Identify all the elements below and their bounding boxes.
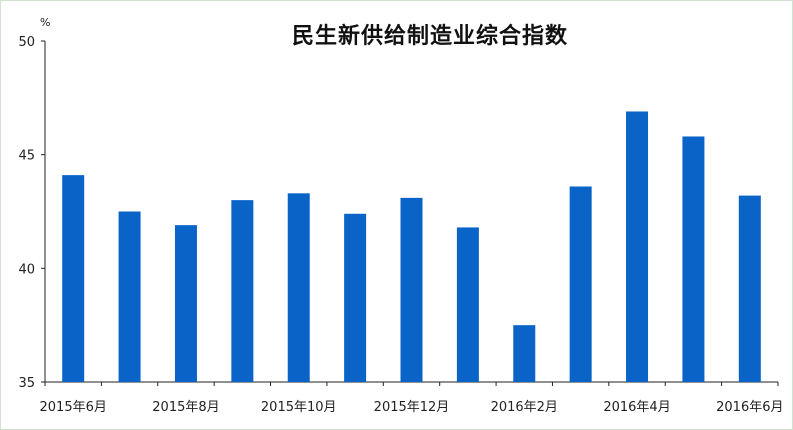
bar xyxy=(231,200,254,382)
y-axis-unit: % xyxy=(40,16,51,29)
x-tick-label: 2016年4月 xyxy=(603,400,670,415)
bar xyxy=(344,213,367,382)
bar xyxy=(513,325,536,382)
x-tick-label: 2015年8月 xyxy=(152,400,219,415)
x-tick-label: 2015年6月 xyxy=(40,400,107,415)
x-tick-label: 2015年10月 xyxy=(261,400,337,415)
bar xyxy=(62,175,85,382)
bar xyxy=(738,195,761,382)
bar xyxy=(118,211,141,382)
y-tick-label: 50 xyxy=(18,35,35,50)
x-tick-label: 2015年12月 xyxy=(374,400,450,415)
bar xyxy=(569,186,592,382)
bar xyxy=(456,227,479,382)
y-tick-label: 45 xyxy=(18,149,35,164)
chart-title: 民生新供给制造业综合指数 xyxy=(291,23,568,49)
bar xyxy=(400,197,423,382)
bar xyxy=(682,136,705,382)
x-tick-label: 2016年2月 xyxy=(491,400,558,415)
bar xyxy=(174,225,197,382)
bar xyxy=(626,111,649,383)
bar xyxy=(287,193,310,382)
x-tick-label: 2016年6月 xyxy=(716,400,783,415)
y-tick-label: 40 xyxy=(18,262,35,277)
y-tick-label: 35 xyxy=(18,376,35,391)
